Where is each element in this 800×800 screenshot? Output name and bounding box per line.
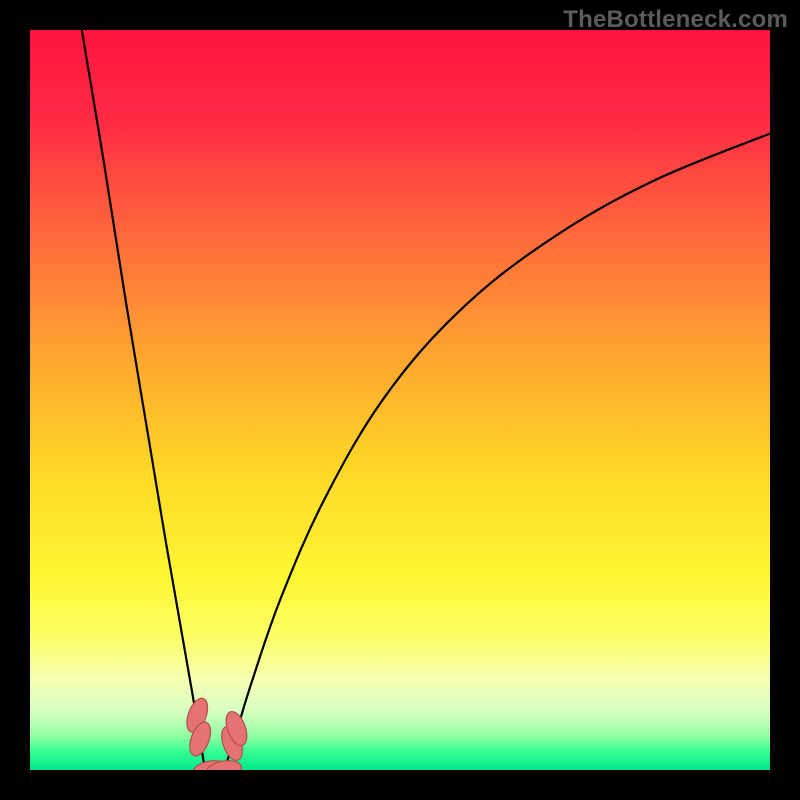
bottleneck-chart: [0, 0, 800, 800]
plot-area: [30, 30, 770, 770]
watermark-text: TheBottleneck.com: [563, 6, 788, 34]
canvas: TheBottleneck.com: [0, 0, 800, 800]
